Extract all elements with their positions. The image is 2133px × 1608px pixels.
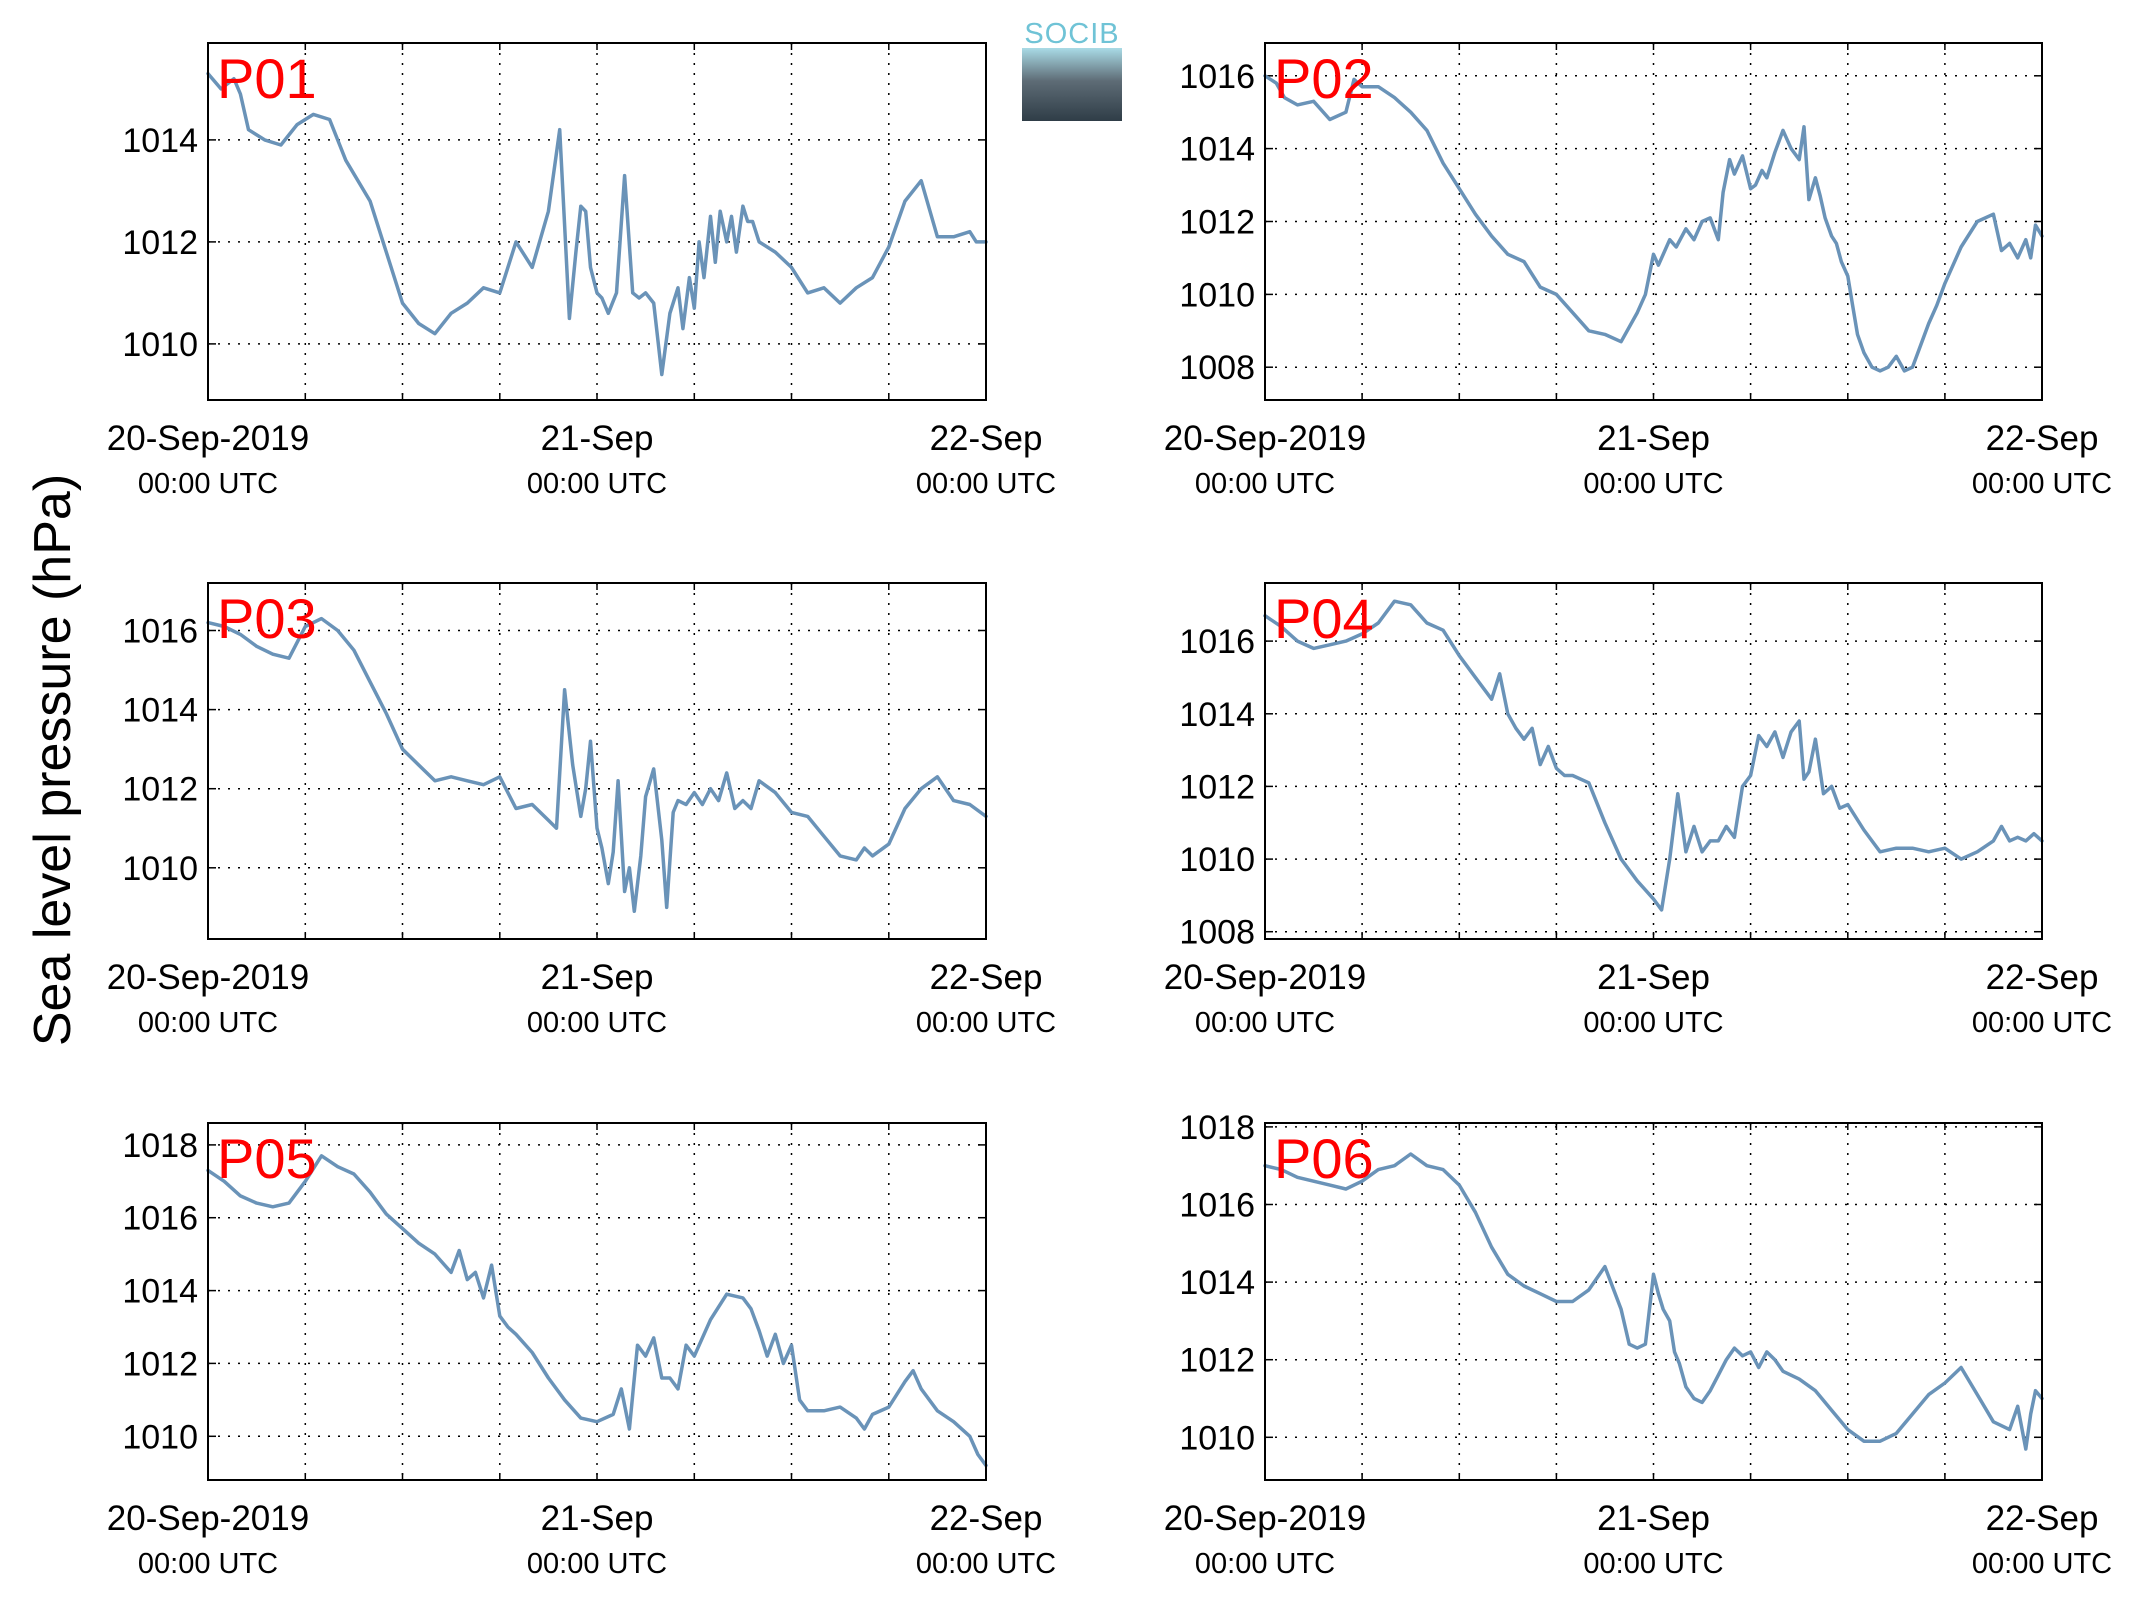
logo-graphic	[1022, 48, 1122, 121]
x-tick-label: 22-Sep	[930, 419, 1043, 458]
y-tick-label: 1014	[122, 1273, 198, 1311]
y-tick-label: 1016	[1179, 623, 1255, 661]
panel-label: P04	[1274, 587, 1374, 650]
series-line	[206, 1154, 988, 1468]
x-tick-sublabel: 00:00 UTC	[1972, 1007, 2112, 1039]
x-tick-sublabel: 00:00 UTC	[1583, 1548, 1723, 1580]
series-line	[1263, 74, 2044, 373]
x-tick-label: 22-Sep	[1986, 1499, 2099, 1538]
y-tick-label: 1012	[122, 224, 198, 262]
y-tick-label: 1012	[1179, 1342, 1255, 1380]
x-tick-sublabel: 00:00 UTC	[916, 468, 1056, 500]
panel-p06: 1010 1012 1014 1016 1018 P06 20-Sep-2019 00:00 …	[1164, 1109, 2112, 1580]
axes-frame	[1264, 582, 2043, 940]
x-tick-label: 20-Sep-2019	[107, 1499, 309, 1538]
y-tick-label: 1010	[122, 326, 198, 364]
panel-label: P03	[217, 587, 317, 650]
y-tick-label: 1012	[1179, 204, 1255, 242]
axes-frame	[207, 42, 987, 401]
x-tick-label: 21-Sep	[1597, 958, 1710, 997]
x-tick-sublabel: 00:00 UTC	[1195, 468, 1335, 500]
y-tick-label: 1014	[1179, 696, 1255, 734]
y-tick-label: 1012	[1179, 768, 1255, 806]
x-tick-label: 21-Sep	[541, 419, 654, 458]
x-tick-sublabel: 00:00 UTC	[1972, 1548, 2112, 1580]
y-tick-label: 1010	[1179, 276, 1255, 314]
y-tick-label: 1010	[1179, 841, 1255, 879]
series-line	[206, 71, 988, 377]
panel-p04: 1008 1010 1012 1014 1016 P04 20-Sep-2019 00:00 …	[1164, 582, 2112, 1039]
x-tick-label: 22-Sep	[1986, 958, 2099, 997]
y-tick-label: 1010	[122, 850, 198, 888]
axes-frame	[1264, 42, 2043, 401]
x-tick-sublabel: 00:00 UTC	[138, 1548, 278, 1580]
y-tick-label: 1014	[122, 692, 198, 730]
x-tick-sublabel: 00:00 UTC	[138, 468, 278, 500]
logo-text: SOCIB	[1024, 18, 1120, 50]
x-tick-sublabel: 00:00 UTC	[1583, 468, 1723, 500]
x-tick-sublabel: 00:00 UTC	[527, 468, 667, 500]
x-tick-sublabel: 00:00 UTC	[916, 1548, 1056, 1580]
y-tick-label: 1018	[122, 1127, 198, 1165]
x-tick-sublabel: 00:00 UTC	[527, 1548, 667, 1580]
x-tick-label: 20-Sep-2019	[107, 419, 309, 458]
x-tick-sublabel: 00:00 UTC	[916, 1007, 1056, 1039]
y-tick-label: 1016	[122, 613, 198, 651]
panel-p01: 1010 1012 1014 P01 20-Sep-2019 00:00 UTC 21-Se…	[107, 42, 1056, 500]
x-tick-label: 20-Sep-2019	[107, 958, 309, 997]
panel-label: P06	[1274, 1127, 1374, 1190]
x-tick-sublabel: 00:00 UTC	[1195, 1007, 1335, 1039]
socib-logo: SOCIB	[1022, 18, 1122, 121]
y-tick-label: 1016	[1179, 58, 1255, 96]
panel-label: P05	[217, 1127, 317, 1190]
axes-frame	[207, 1122, 987, 1481]
y-tick-label: 1012	[122, 771, 198, 809]
axes-frame	[207, 582, 987, 940]
panel-label: P02	[1274, 47, 1374, 110]
y-tick-label: 1018	[1179, 1109, 1255, 1147]
x-tick-sublabel: 00:00 UTC	[138, 1007, 278, 1039]
x-tick-label: 20-Sep-2019	[1164, 958, 1366, 997]
y-tick-label: 1014	[1179, 131, 1255, 169]
y-tick-label: 1010	[122, 1418, 198, 1456]
x-tick-label: 20-Sep-2019	[1164, 419, 1366, 458]
panel-p02: 1008 1010 1012 1014 1016 P02 20-Sep-2019 00:00 …	[1164, 42, 2112, 500]
y-tick-label: 1012	[122, 1345, 198, 1383]
panel-p03: 1010 1012 1014 1016 P03 20-Sep-2019 00:00 UTC 2…	[107, 582, 1056, 1039]
y-axis-label: Sea level pressure (hPa)	[24, 474, 82, 1046]
x-tick-sublabel: 00:00 UTC	[1583, 1007, 1723, 1039]
y-tick-label: 1010	[1179, 1419, 1255, 1457]
x-tick-label: 20-Sep-2019	[1164, 1499, 1366, 1538]
series-line	[206, 616, 988, 914]
axes-frame	[1264, 1122, 2043, 1481]
x-tick-label: 22-Sep	[1986, 419, 2099, 458]
y-tick-label: 1016	[122, 1200, 198, 1238]
y-tick-label: 1008	[1179, 349, 1255, 387]
y-tick-label: 1016	[1179, 1187, 1255, 1225]
y-tick-label: 1014	[1179, 1264, 1255, 1302]
y-tick-label: 1014	[122, 122, 198, 160]
x-tick-sublabel: 00:00 UTC	[527, 1007, 667, 1039]
x-tick-label: 21-Sep	[541, 958, 654, 997]
x-tick-sublabel: 00:00 UTC	[1972, 468, 2112, 500]
x-tick-label: 21-Sep	[1597, 1499, 1710, 1538]
series-line	[1263, 599, 2044, 912]
series-line	[1263, 1152, 2044, 1451]
x-tick-label: 21-Sep	[1597, 419, 1710, 458]
panel-p05: 1010 1012 1014 1016 1018 P05 20-Sep-2019 00:00 …	[107, 1122, 1056, 1580]
panel-label: P01	[217, 47, 317, 110]
x-tick-label: 22-Sep	[930, 1499, 1043, 1538]
x-tick-label: 21-Sep	[541, 1499, 654, 1538]
x-tick-sublabel: 00:00 UTC	[1195, 1548, 1335, 1580]
y-tick-label: 1008	[1179, 914, 1255, 952]
x-tick-label: 22-Sep	[930, 958, 1043, 997]
